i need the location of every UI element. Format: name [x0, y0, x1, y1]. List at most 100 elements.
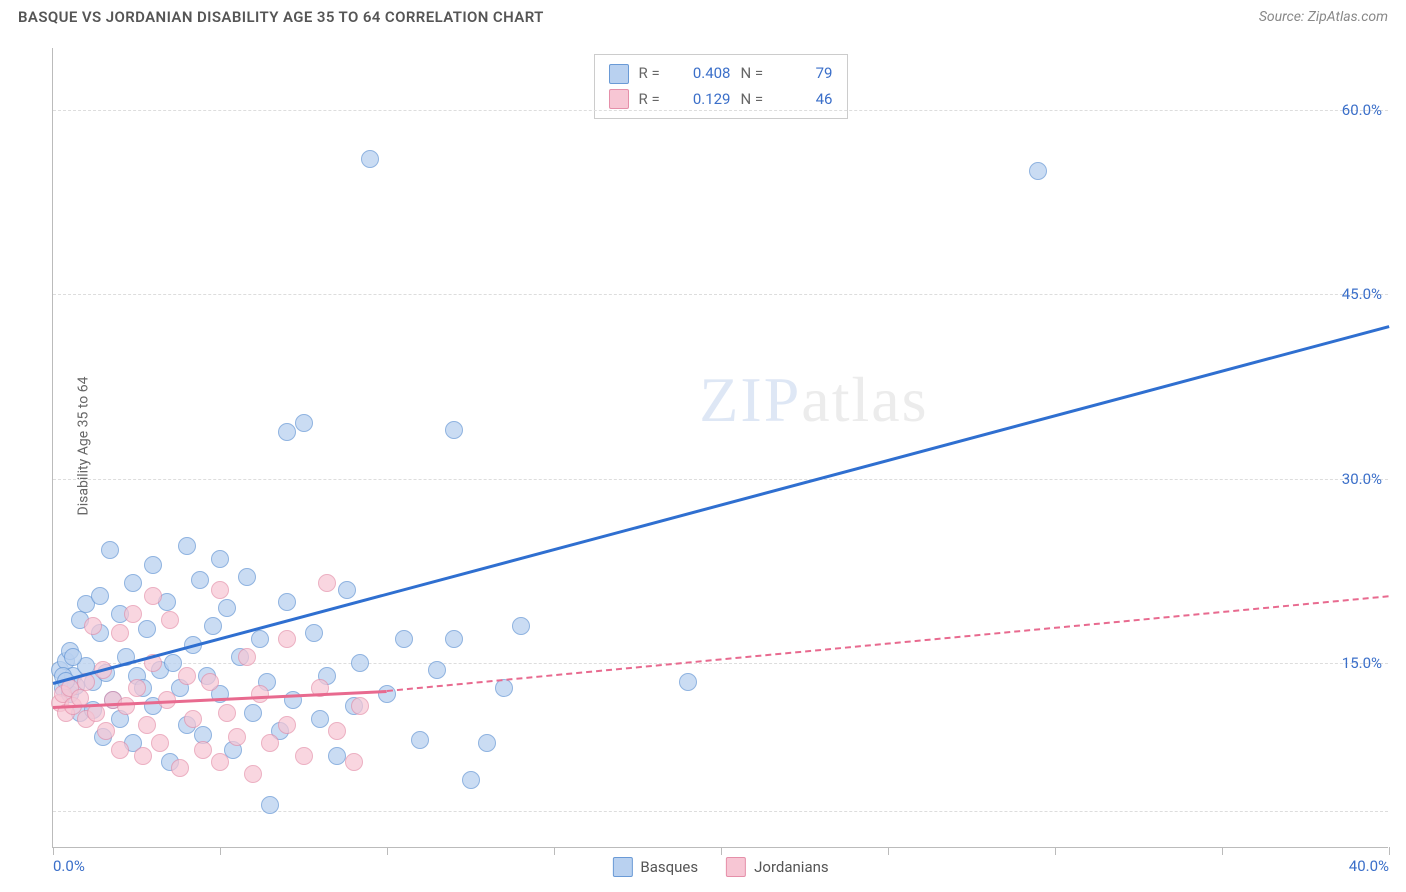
data-point — [124, 605, 142, 623]
r-value-jordanians: 0.129 — [679, 87, 731, 113]
data-point — [445, 630, 463, 648]
data-point — [512, 617, 530, 635]
legend-swatch-jordanians — [726, 857, 746, 877]
legend-label-basques: Basques — [640, 858, 698, 876]
gridline — [53, 663, 1388, 664]
x-tick — [1222, 847, 1223, 855]
series-legend: Basques Jordanians — [612, 857, 828, 877]
data-point — [218, 704, 236, 722]
data-point — [211, 581, 229, 599]
data-point — [345, 753, 363, 771]
data-point — [251, 685, 269, 703]
data-point — [278, 630, 296, 648]
data-point — [138, 620, 156, 638]
data-point — [178, 667, 196, 685]
data-point — [328, 747, 346, 765]
data-point — [318, 574, 336, 592]
data-point — [311, 710, 329, 728]
gridline — [53, 294, 1388, 295]
r-label: R = — [639, 61, 669, 87]
data-point — [64, 648, 82, 666]
trend-line — [387, 596, 1389, 693]
legend-swatch-basques — [612, 857, 632, 877]
data-point — [134, 747, 152, 765]
r-label: R = — [639, 87, 669, 113]
legend-item-basques: Basques — [612, 857, 698, 877]
x-tick — [888, 847, 889, 855]
data-point — [161, 611, 179, 629]
data-point — [1029, 162, 1047, 180]
data-point — [144, 587, 162, 605]
y-tick-label: 60.0% — [1322, 101, 1392, 119]
data-point — [338, 581, 356, 599]
data-point — [244, 704, 262, 722]
data-point — [445, 421, 463, 439]
data-point — [351, 654, 369, 672]
x-tick — [53, 847, 54, 855]
source-attribution: Source: ZipAtlas.com — [1259, 9, 1388, 25]
legend-label-jordanians: Jordanians — [754, 858, 829, 876]
data-point — [191, 571, 209, 589]
data-point — [111, 624, 129, 642]
data-point — [211, 550, 229, 568]
data-point — [244, 765, 262, 783]
data-point — [328, 722, 346, 740]
gridline — [53, 479, 1388, 480]
n-value-basques: 79 — [781, 61, 833, 87]
watermark: ZIPatlas — [699, 363, 928, 437]
x-tick-label: 40.0% — [1349, 857, 1389, 875]
data-point — [411, 731, 429, 749]
data-point — [238, 648, 256, 666]
x-tick — [721, 847, 722, 855]
x-tick — [1055, 847, 1056, 855]
data-point — [97, 722, 115, 740]
x-tick — [554, 847, 555, 855]
data-point — [278, 593, 296, 611]
data-point — [117, 697, 135, 715]
data-point — [378, 685, 396, 703]
data-point — [462, 771, 480, 789]
r-value-basques: 0.408 — [679, 61, 731, 87]
scatter-chart: ZIPatlas R = 0.408 N = 79 R = 0.129 N = … — [52, 48, 1388, 848]
data-point — [495, 679, 513, 697]
data-point — [194, 741, 212, 759]
data-point — [278, 423, 296, 441]
x-tick — [387, 847, 388, 855]
legend-swatch-basques — [609, 64, 629, 84]
data-point — [178, 537, 196, 555]
data-point — [111, 741, 129, 759]
data-point — [395, 630, 413, 648]
y-tick-label: 30.0% — [1322, 470, 1392, 488]
data-point — [428, 661, 446, 679]
legend-swatch-jordanians — [609, 89, 629, 109]
data-point — [295, 747, 313, 765]
data-point — [84, 617, 102, 635]
data-point — [151, 734, 169, 752]
data-point — [251, 630, 269, 648]
data-point — [138, 716, 156, 734]
trend-line — [53, 325, 1390, 685]
data-point — [228, 728, 246, 746]
data-point — [124, 574, 142, 592]
n-label: N = — [741, 87, 771, 113]
data-point — [144, 556, 162, 574]
data-point — [261, 796, 279, 814]
data-point — [295, 414, 313, 432]
x-tick — [220, 847, 221, 855]
n-label: N = — [741, 61, 771, 87]
data-point — [201, 673, 219, 691]
legend-row-basques: R = 0.408 N = 79 — [609, 61, 833, 87]
data-point — [238, 568, 256, 586]
legend-row-jordanians: R = 0.129 N = 46 — [609, 87, 833, 113]
data-point — [128, 679, 146, 697]
y-tick-label: 15.0% — [1322, 654, 1392, 672]
data-point — [278, 716, 296, 734]
data-point — [261, 734, 279, 752]
data-point — [184, 710, 202, 728]
gridline — [53, 811, 1388, 812]
data-point — [91, 587, 109, 605]
data-point — [478, 734, 496, 752]
chart-title: BASQUE VS JORDANIAN DISABILITY AGE 35 TO… — [18, 8, 544, 26]
data-point — [211, 753, 229, 771]
x-tick-label: 0.0% — [53, 857, 85, 875]
